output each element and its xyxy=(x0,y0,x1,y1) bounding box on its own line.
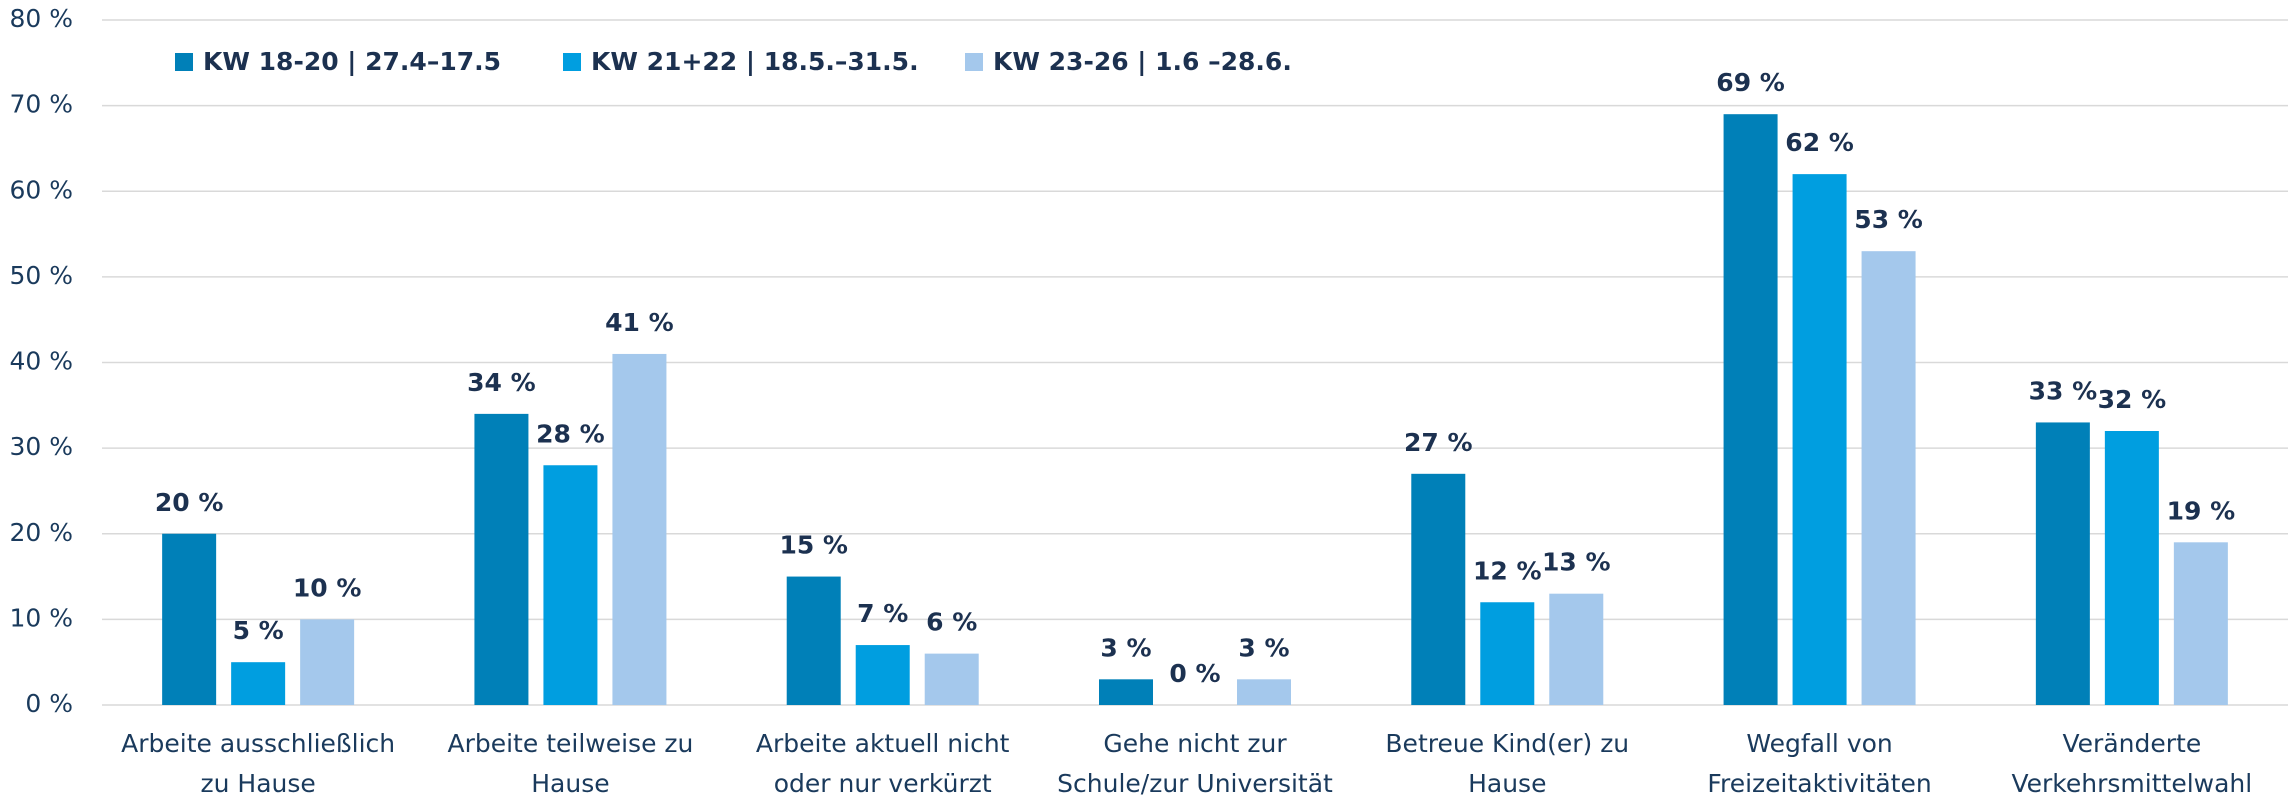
bar xyxy=(300,619,355,705)
x-tick-label: Wegfall von xyxy=(1746,729,1892,758)
data-label: 19 % xyxy=(2167,496,2236,525)
data-label: 62 % xyxy=(1785,128,1854,157)
data-label: 20 % xyxy=(155,488,224,517)
data-label: 5 % xyxy=(233,616,284,645)
x-tick-label: Arbeite teilweise zu xyxy=(447,729,693,758)
legend-swatch xyxy=(175,53,193,71)
data-label: 3 % xyxy=(1238,633,1289,662)
x-tick-label: Veränderte xyxy=(2063,729,2202,758)
bar xyxy=(1411,473,1466,705)
bar xyxy=(1792,174,1847,705)
legend-swatch xyxy=(563,53,581,71)
data-label: 3 % xyxy=(1100,633,1151,662)
data-label: 32 % xyxy=(2098,385,2167,414)
data-label: 10 % xyxy=(293,573,362,602)
legend-label: KW 18-20 | 27.4–17.5 xyxy=(203,47,501,76)
legend-swatch xyxy=(965,53,983,71)
data-label: 69 % xyxy=(1716,68,1785,97)
y-tick-label: 70 % xyxy=(9,90,73,119)
y-tick-label: 50 % xyxy=(9,261,73,290)
x-tick-label: Freizeitaktivitäten xyxy=(1707,769,1931,798)
x-tick-label: Betreue Kind(er) zu xyxy=(1385,729,1629,758)
data-label: 41 % xyxy=(605,308,674,337)
bar xyxy=(1861,251,1916,705)
bar xyxy=(1549,593,1604,705)
x-tick-label: oder nur verkürzt xyxy=(774,769,992,798)
legend-label: KW 23-26 | 1.6 –28.6. xyxy=(993,47,1292,76)
data-label: 15 % xyxy=(779,531,848,560)
bar xyxy=(612,353,667,705)
bar xyxy=(924,653,979,705)
data-label: 33 % xyxy=(2029,376,2098,405)
x-tick-label: Hause xyxy=(531,769,609,798)
y-tick-label: 60 % xyxy=(9,175,73,204)
bar xyxy=(855,645,910,705)
y-tick-label: 0 % xyxy=(25,689,73,718)
data-label: 12 % xyxy=(1473,556,1542,585)
data-label: 27 % xyxy=(1404,428,1473,457)
data-label: 0 % xyxy=(1169,659,1220,688)
data-label: 53 % xyxy=(1854,205,1923,234)
bar xyxy=(1723,114,1778,705)
data-label: 28 % xyxy=(536,419,605,448)
bar xyxy=(1099,679,1153,705)
data-label: 13 % xyxy=(1542,548,1611,577)
x-tick-label: Hause xyxy=(1468,769,1546,798)
y-tick-label: 10 % xyxy=(9,603,73,632)
bar xyxy=(786,576,841,705)
bar xyxy=(231,662,286,705)
x-tick-label: Schule/zur Universität xyxy=(1057,769,1333,798)
data-label: 6 % xyxy=(926,608,977,637)
bar xyxy=(2173,542,2228,705)
bar xyxy=(162,533,217,705)
data-label: 7 % xyxy=(857,599,908,628)
bar xyxy=(1237,679,1291,705)
bar xyxy=(2104,431,2159,705)
x-tick-label: Arbeite aktuell nicht xyxy=(756,729,1010,758)
x-tick-label: Arbeite ausschließlich xyxy=(121,729,395,758)
bar xyxy=(543,465,598,705)
bar xyxy=(474,413,529,705)
y-tick-label: 20 % xyxy=(9,518,73,547)
y-tick-label: 80 % xyxy=(9,4,73,33)
legend-label: KW 21+22 | 18.5.–31.5. xyxy=(591,47,919,76)
bar xyxy=(2035,422,2090,705)
y-tick-label: 40 % xyxy=(9,347,73,376)
data-label: 34 % xyxy=(467,368,536,397)
x-tick-label: zu Hause xyxy=(200,769,315,798)
x-tick-label: Verkehrsmittelwahl xyxy=(2011,769,2252,798)
bar xyxy=(1480,602,1535,705)
x-tick-label: Gehe nicht zur xyxy=(1103,729,1287,758)
y-tick-label: 30 % xyxy=(9,432,73,461)
